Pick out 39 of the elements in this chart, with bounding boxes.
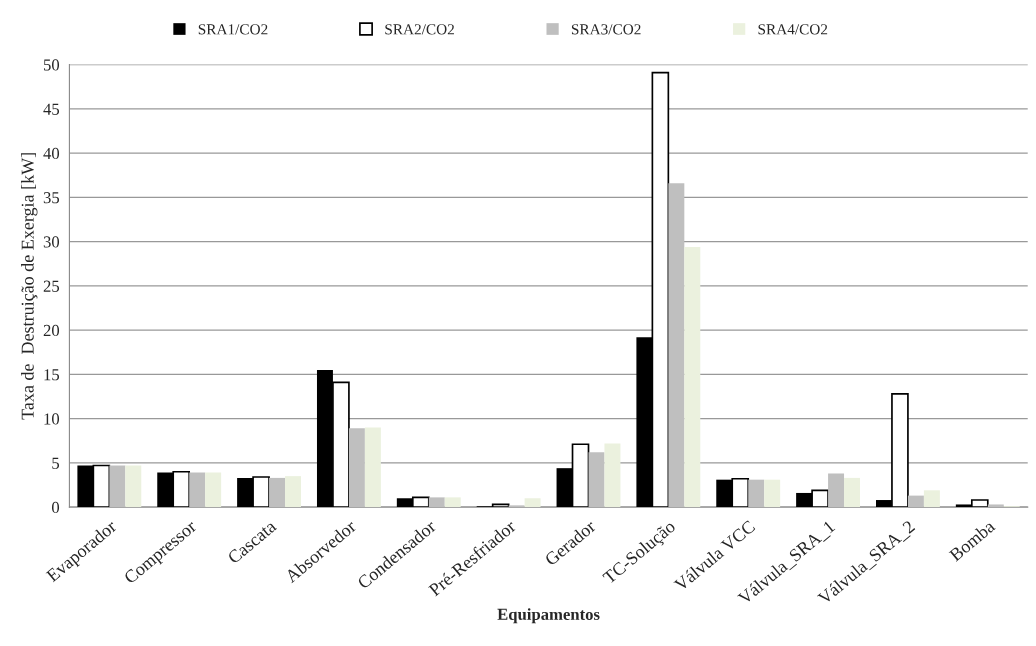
bar	[907, 495, 924, 508]
y-tick-label: 25	[43, 280, 60, 292]
y-tick-label: 20	[43, 324, 60, 337]
y-tick-label: 45	[43, 103, 60, 115]
bar	[125, 465, 142, 508]
x-axis-title: Equipamentos	[497, 608, 600, 624]
bar	[269, 477, 286, 508]
y-tick-label: 30	[43, 236, 60, 248]
bar	[588, 452, 605, 508]
bar	[684, 246, 701, 508]
y-tick-label: 40	[43, 147, 60, 160]
legend-label: SRA1/CO2	[198, 24, 268, 35]
bar	[604, 443, 621, 508]
bar	[668, 183, 685, 508]
bar	[428, 497, 445, 508]
y-tick-label: 0	[51, 501, 60, 514]
bar	[923, 490, 940, 508]
bar	[844, 477, 861, 508]
legend-label: SRA3/CO2	[571, 24, 641, 35]
y-tick-label: 35	[43, 192, 60, 204]
bar	[189, 472, 206, 508]
bar	[205, 472, 222, 508]
bar	[828, 473, 845, 508]
y-tick-label: 10	[44, 413, 60, 425]
bar	[524, 498, 541, 508]
bar	[364, 427, 381, 508]
y-tick-label: 15	[44, 369, 60, 381]
bar	[748, 479, 765, 508]
legend-label: SRA4/CO2	[758, 24, 828, 35]
bar	[348, 428, 365, 508]
bar	[285, 476, 301, 508]
bar	[109, 465, 126, 508]
y-tick-label: 50	[43, 59, 60, 71]
legend-label: SRA2/CO2	[385, 24, 454, 35]
y-tick-label: 5	[52, 457, 60, 469]
bar	[987, 504, 1004, 508]
bar	[444, 497, 461, 508]
bar	[764, 479, 781, 508]
y-axis-title: Taxa de Destruição de Exergia [kW]	[21, 153, 38, 420]
